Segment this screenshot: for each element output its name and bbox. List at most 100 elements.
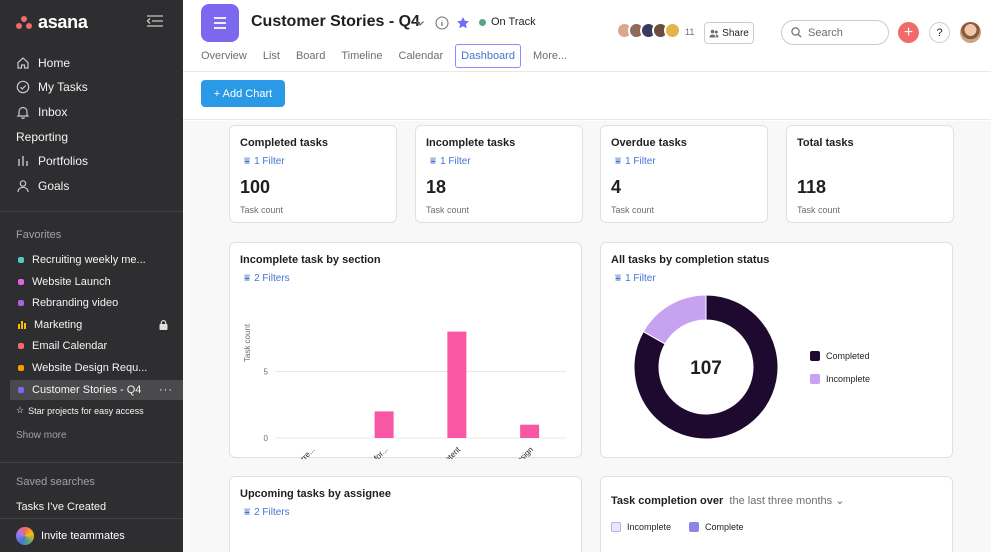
- favorite-label: Website Launch: [32, 276, 111, 288]
- favorite-item[interactable]: Website Design Requ...: [18, 362, 168, 374]
- share-button[interactable]: Share: [704, 22, 754, 44]
- collapse-sidebar-icon[interactable]: [146, 14, 164, 28]
- stat-caption: Task count: [240, 205, 284, 215]
- sidebar-item-label: Inbox: [38, 105, 68, 119]
- legend-swatch: [810, 374, 820, 384]
- project-members[interactable]: [616, 22, 681, 39]
- stat-value: 18: [426, 177, 447, 197]
- saved-search-item[interactable]: Tasks I've Created: [16, 501, 106, 513]
- range-dropdown[interactable]: the last three months ⌄: [726, 495, 844, 507]
- y-tick-label: 5: [264, 368, 269, 377]
- y-tick-label: 0: [264, 434, 269, 443]
- project-title[interactable]: Customer Stories - Q4: [251, 13, 420, 30]
- project-status[interactable]: On Track: [479, 16, 536, 28]
- legend-label: Incomplete: [627, 522, 672, 532]
- range-label: the last three months: [729, 495, 833, 507]
- donut-slice-completed[interactable]: [633, 294, 779, 440]
- project-tabs: Overview List Board Timeline Calendar Da…: [201, 44, 583, 68]
- more-options-icon[interactable]: ···: [159, 384, 173, 396]
- filter-link[interactable]: ⩸ 1 Filter: [615, 273, 656, 284]
- x-tick-label: Content: [436, 445, 463, 459]
- project-color-dot: [18, 300, 24, 306]
- info-icon[interactable]: [435, 16, 449, 30]
- sidebar-item-inbox[interactable]: Inbox: [16, 105, 67, 119]
- favorite-item[interactable]: Marketing: [18, 319, 168, 331]
- x-tick-label: Recurre...: [286, 445, 317, 459]
- reporting-heading[interactable]: Reporting: [16, 130, 68, 144]
- help-button[interactable]: ?: [929, 22, 950, 43]
- tab-calendar[interactable]: Calendar: [398, 50, 444, 62]
- sidebar-item-goals[interactable]: Goals: [16, 179, 69, 193]
- invite-teammates-button[interactable]: Invite teammates: [16, 527, 125, 545]
- donut-slice-incomplete[interactable]: [642, 294, 707, 345]
- star-hint-text: Star projects for easy access: [28, 405, 144, 416]
- sidebar-divider: [0, 211, 183, 212]
- star-icon[interactable]: [456, 16, 470, 30]
- filter-link[interactable]: ⩸ 1 Filter: [244, 156, 285, 167]
- favorite-item[interactable]: Email Calendar: [18, 340, 168, 352]
- tab-more[interactable]: More...: [532, 50, 568, 62]
- sidebar-item-label: Goals: [38, 179, 70, 193]
- filter-link[interactable]: ⩸ 2 Filters: [244, 273, 290, 284]
- add-chart-button[interactable]: + Add Chart: [201, 80, 285, 107]
- filter-label: 1 Filter: [625, 156, 656, 167]
- filter-link[interactable]: ⩸ 1 Filter: [615, 156, 656, 167]
- chart-card-completion[interactable]: Task completion over the last three mont…: [600, 476, 953, 552]
- filter-icon: ⩸: [430, 156, 437, 167]
- project-list-icon[interactable]: [201, 4, 239, 42]
- bar[interactable]: [447, 331, 467, 438]
- person-icon: [17, 180, 29, 193]
- chart-title: Incomplete task by section: [240, 254, 381, 266]
- legend-swatch: [810, 351, 820, 361]
- chevron-down-icon: ⌄: [835, 495, 845, 507]
- legend-item-incomplete[interactable]: Incomplete: [810, 374, 870, 384]
- favorite-item[interactable]: Recruiting weekly me...: [18, 254, 168, 266]
- favorite-item[interactable]: Rebranding video: [18, 297, 168, 309]
- stat-value: 118: [797, 177, 827, 197]
- dashboard-canvas: Completed tasks ⩸ 1 Filter 100 Task count…: [183, 121, 991, 552]
- filter-label: 1 Filter: [254, 156, 285, 167]
- favorite-item[interactable]: Website Launch: [18, 276, 168, 288]
- stat-card-completed[interactable]: Completed tasks ⩸ 1 Filter 100 Task count: [229, 125, 397, 223]
- bar[interactable]: [520, 424, 540, 438]
- search-input[interactable]: Search: [781, 20, 889, 45]
- stat-card-incomplete[interactable]: Incomplete tasks ⩸ 1 Filter 18 Task count: [415, 125, 583, 223]
- search-placeholder: Search: [808, 26, 843, 39]
- sidebar-item-home[interactable]: Home: [16, 56, 70, 70]
- asana-logo[interactable]: asana: [16, 12, 88, 33]
- filter-link[interactable]: ⩸ 2 Filters: [244, 507, 290, 518]
- sidebar-item-label: Home: [38, 56, 71, 70]
- status-label: On Track: [491, 16, 536, 28]
- lock-icon: [159, 320, 168, 330]
- legend-item-complete[interactable]: Complete: [689, 522, 744, 532]
- filter-icon: ⩸: [244, 156, 251, 167]
- legend-item-completed[interactable]: Completed: [810, 351, 870, 361]
- project-color-dot: [18, 343, 24, 349]
- bar[interactable]: [374, 411, 394, 438]
- chevron-down-icon[interactable]: [413, 16, 427, 30]
- stat-caption: Task count: [426, 205, 470, 215]
- chart-card-section[interactable]: Incomplete task by section ⩸ 2 Filters 0 5…: [229, 242, 582, 459]
- sidebar-item-portfolios[interactable]: Portfolios: [16, 154, 88, 168]
- show-more-link[interactable]: Show more: [16, 430, 67, 441]
- tab-board[interactable]: Board: [295, 50, 326, 62]
- chart-card-status[interactable]: All tasks by completion status ⩸ 1 Filter…: [600, 242, 953, 458]
- saved-searches-heading: Saved searches: [16, 476, 95, 488]
- tab-dashboard[interactable]: Dashboard: [455, 44, 521, 68]
- chart-card-assignee[interactable]: Upcoming tasks by assignee ⩸ 2 Filters: [229, 476, 582, 552]
- legend-item-incomplete[interactable]: Incomplete: [611, 522, 671, 532]
- sidebar-divider: [0, 518, 183, 519]
- tab-overview[interactable]: Overview: [201, 50, 247, 62]
- sidebar-item-my-tasks[interactable]: My Tasks: [16, 80, 88, 94]
- tab-list[interactable]: List: [262, 50, 280, 62]
- bar-chart-icon: [18, 156, 28, 166]
- quick-add-button[interactable]: +: [898, 22, 919, 43]
- favorite-item-active[interactable]: Customer Stories - Q4 ···: [10, 380, 183, 400]
- sidebar-item-label: Portfolios: [38, 154, 89, 168]
- stat-card-overdue[interactable]: Overdue tasks ⩸ 1 Filter 4 Task count: [600, 125, 768, 223]
- user-avatar[interactable]: [960, 22, 981, 43]
- stat-card-total[interactable]: Total tasks 118 Task count: [786, 125, 954, 223]
- tab-timeline[interactable]: Timeline: [341, 50, 383, 62]
- invite-label: Invite teammates: [41, 530, 125, 542]
- filter-link[interactable]: ⩸ 1 Filter: [430, 156, 471, 167]
